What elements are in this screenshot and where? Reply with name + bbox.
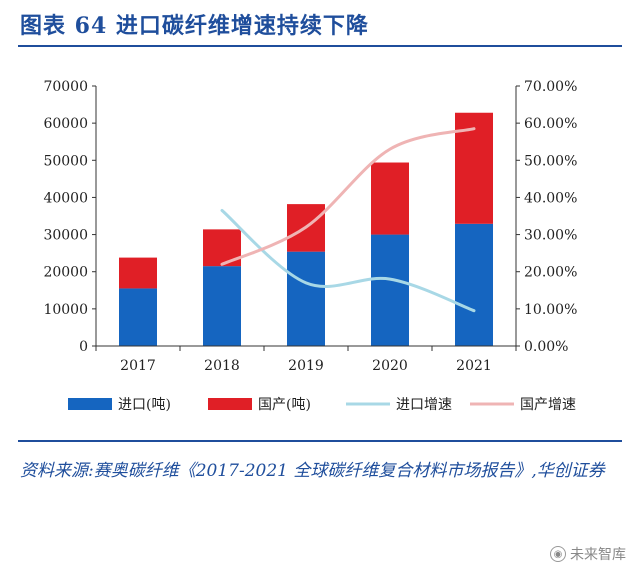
left-axis: 0 10000 20000 30000 40000 50000 60000 70000 [43,79,97,355]
bar-domestic [371,162,409,235]
figure-title: 图表 64 进口碳纤维增速持续下降 [20,13,369,39]
import-growth-line [220,208,476,313]
combo-chart: 0 10000 20000 30000 40000 50000 60000 70000 0.0… [43,79,577,413]
x-tick-label: 2020 [372,358,408,374]
watermark-text: 未来智库 [570,547,626,563]
x-tick-label: 2019 [288,358,324,374]
x-tick-label: 2021 [456,358,492,374]
left-tick-label: 40000 [43,190,88,206]
bar-import [203,266,241,346]
legend-label: 国产增速 [520,397,576,413]
right-tick-label: 70.00% [524,79,577,95]
x-tick-label: 2017 [120,358,156,374]
left-tick-label: 30000 [43,228,88,244]
legend-swatch-bar [68,398,112,410]
bar-import [119,288,157,346]
left-tick-label: 60000 [43,116,88,132]
legend-label: 进口增速 [396,397,452,413]
legend-label: 进口(吨) [118,397,171,413]
bar-import [455,223,493,346]
bar-import [287,251,325,346]
title-rule [18,45,622,47]
right-tick-label: 20.00% [524,265,577,281]
left-tick-label: 50000 [43,153,88,169]
domestic-growth-line [220,127,476,266]
left-tick-label: 20000 [43,265,88,281]
bar-domestic [119,257,157,289]
right-tick-label: 30.00% [524,228,577,244]
right-tick-label: 60.00% [524,116,577,132]
right-tick-label: 50.00% [524,153,577,169]
bars [119,112,493,346]
legend-label: 国产(吨) [258,397,311,413]
right-tick-label: 40.00% [524,190,577,206]
x-axis: 2017 2018 2019 2020 2021 [95,345,517,374]
legend-swatch-bar [208,398,252,410]
source-note: 资料来源:赛奥碳纤维《2017-2021 全球碳纤维复合材料市场报告》,华创证券 [20,461,605,481]
right-axis: 0.00% 10.00% 20.00% 30.00% 40.00% 50.00% 60.00… [515,79,577,355]
source-rule [18,440,622,442]
x-tick-label: 2018 [204,358,240,374]
left-tick-label: 0 [79,339,88,355]
watermark: ◉ 未来智库 [550,544,626,564]
right-tick-label: 0.00% [524,339,568,355]
legend: 进口(吨) 国产(吨) 进口增速 国产增速 [68,397,576,413]
right-tick-label: 10.00% [524,302,577,318]
left-tick-label: 10000 [43,302,88,318]
bar-import [371,234,409,346]
camera-circle-icon: ◉ [550,546,566,562]
lines [220,127,476,313]
left-tick-label: 70000 [43,79,88,95]
